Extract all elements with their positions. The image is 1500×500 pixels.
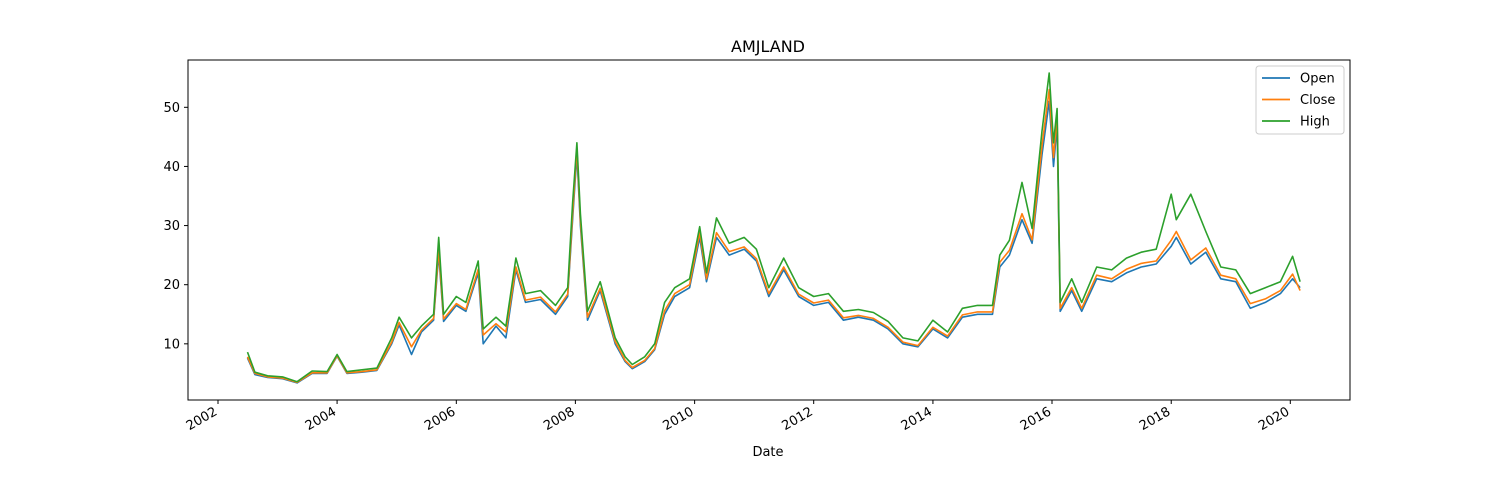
x-axis-label: Date: [752, 445, 783, 460]
legend-label-close: Close: [1300, 93, 1335, 108]
series-layer: [246, 72, 1301, 384]
legend-label-open: Open: [1300, 72, 1335, 87]
y-tick-label: 30: [163, 219, 180, 234]
legend: Open Close High: [1255, 65, 1345, 135]
y-tick-label: 40: [163, 160, 180, 175]
series-line-high: [246, 72, 1301, 383]
y-axis: 10 20 30 40 50: [163, 101, 188, 352]
y-tick-label: 20: [163, 278, 180, 293]
y-tick-label: 10: [163, 337, 180, 352]
series-line-open: [246, 100, 1301, 384]
legend-label-high: High: [1300, 115, 1330, 130]
y-tick-label: 50: [163, 101, 180, 116]
plot-area: [187, 59, 1351, 401]
legend-frame: [1255, 65, 1345, 135]
chart-title: AMJLAND: [731, 37, 805, 56]
series-line-close: [246, 88, 1301, 384]
